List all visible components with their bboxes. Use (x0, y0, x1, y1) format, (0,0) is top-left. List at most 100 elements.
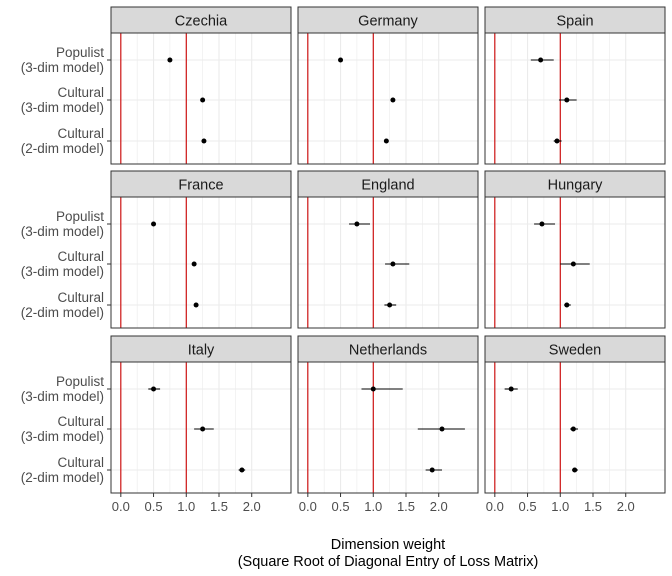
x-axis-title-line1: Dimension weight (331, 537, 445, 553)
facet-strip-label: Italy (188, 343, 215, 359)
panel-border (110, 32, 292, 165)
facet-panel-czechia: Czechia (110, 6, 292, 165)
facet-strip (297, 6, 479, 34)
panel-border (297, 32, 479, 165)
panel-border (297, 361, 479, 494)
facet-strip (110, 170, 292, 198)
data-point (191, 261, 197, 267)
y-tick-label-line2: (2-dim model) (21, 141, 104, 156)
y-tick-label-line2: (3-dim model) (21, 60, 104, 75)
facet-panel-italy: Italy (110, 335, 292, 494)
x-tick-label: 2.0 (430, 499, 448, 514)
data-point (508, 386, 514, 392)
x-tick-label: 0.5 (145, 499, 163, 514)
facet-panel-netherlands: Netherlands (297, 335, 479, 494)
data-point (572, 467, 578, 473)
facet-strip (110, 6, 292, 34)
x-tick-label: 1.5 (397, 499, 415, 514)
y-tick-label-line1: Cultural (57, 414, 104, 429)
facet-panel-england: England (297, 170, 479, 329)
y-tick-label-line2: (3-dim model) (21, 100, 104, 115)
panel-border (484, 361, 666, 494)
facet-panel-hungary: Hungary (484, 170, 666, 329)
y-tick-label-line2: (3-dim model) (21, 224, 104, 239)
panel-border (484, 196, 666, 329)
data-point (383, 138, 389, 144)
x-tick-label: 1.0 (364, 499, 382, 514)
x-axis-title-line2: (Square Root of Diagonal Entry of Loss M… (238, 554, 539, 570)
facet-strip-label: Germany (358, 14, 418, 30)
data-point (439, 426, 445, 432)
x-tick-label: 0.0 (486, 499, 504, 514)
panel-border (110, 361, 292, 494)
x-tick-label: 1.0 (551, 499, 569, 514)
x-tick-label: 0.5 (519, 499, 537, 514)
x-tick-label: 2.0 (617, 499, 635, 514)
data-point (554, 138, 560, 144)
facet-strip-label: Czechia (175, 14, 228, 30)
data-point (570, 426, 576, 432)
data-point (338, 57, 344, 63)
facet-panel-germany: Germany (297, 6, 479, 165)
data-point (151, 386, 157, 392)
data-point (354, 221, 360, 227)
y-tick-label-line2: (3-dim model) (21, 264, 104, 279)
y-tick-label-line2: (3-dim model) (21, 429, 104, 444)
facet-strip (484, 170, 666, 198)
data-point (200, 97, 206, 103)
data-point (370, 386, 376, 392)
facet-strip (484, 6, 666, 34)
facet-strip-label: Netherlands (349, 343, 427, 359)
facet-strip-label: Spain (556, 14, 593, 30)
y-tick-label-line2: (2-dim model) (21, 305, 104, 320)
data-point (201, 138, 207, 144)
panel-background (298, 362, 478, 493)
x-tick-label: 0.5 (332, 499, 350, 514)
x-tick-label: 1.0 (177, 499, 195, 514)
data-point (429, 467, 435, 473)
y-tick-label-line1: Cultural (57, 126, 104, 141)
data-point (538, 57, 544, 63)
panel-background (111, 197, 291, 328)
y-tick-label-line1: Populist (56, 209, 104, 224)
facet-panels: Czechia Germany Spain France England Hungary I… (110, 6, 666, 494)
facet-strip-label: France (178, 178, 223, 194)
facet-strip (297, 170, 479, 198)
facet-strip-label: Sweden (549, 343, 601, 359)
x-axis-ticks: 0.0 0.5 1.0 1.5 2.0 0.0 0.5 1.0 1.5 2.0 0.0 0.5 1.0 1… (112, 493, 635, 514)
data-point (239, 467, 245, 473)
panel-background (298, 197, 478, 328)
facet-panel-sweden: Sweden (484, 335, 666, 494)
data-point (564, 97, 570, 103)
y-axis-labels: Populist(3-dim model)Cultural(3-dim mode… (21, 45, 111, 485)
data-point (193, 302, 199, 308)
y-tick-label-line1: Cultural (57, 249, 104, 264)
facet-strip-label: England (361, 178, 414, 194)
panel-border (110, 196, 292, 329)
data-point (539, 221, 545, 227)
data-point (390, 97, 396, 103)
x-tick-label: 0.0 (299, 499, 317, 514)
panel-border (484, 32, 666, 165)
facet-strip-label: Hungary (548, 178, 604, 194)
panel-background (298, 33, 478, 164)
data-point (570, 261, 576, 267)
y-tick-label-line2: (2-dim model) (21, 470, 104, 485)
x-tick-label: 1.5 (210, 499, 228, 514)
y-tick-label-line2: (3-dim model) (21, 389, 104, 404)
y-tick-label-line1: Cultural (57, 290, 104, 305)
facet-strip (297, 335, 479, 363)
x-tick-label: 2.0 (243, 499, 261, 514)
y-tick-label-line1: Cultural (57, 455, 104, 470)
facet-panel-france: France (110, 170, 292, 329)
data-point (151, 221, 157, 227)
data-point (387, 302, 393, 308)
data-point (167, 57, 173, 63)
x-tick-label: 1.5 (584, 499, 602, 514)
y-tick-label-line1: Populist (56, 374, 104, 389)
data-point (564, 302, 570, 308)
y-tick-label-line1: Cultural (57, 85, 104, 100)
y-tick-label-line1: Populist (56, 45, 104, 60)
data-point (390, 261, 396, 267)
